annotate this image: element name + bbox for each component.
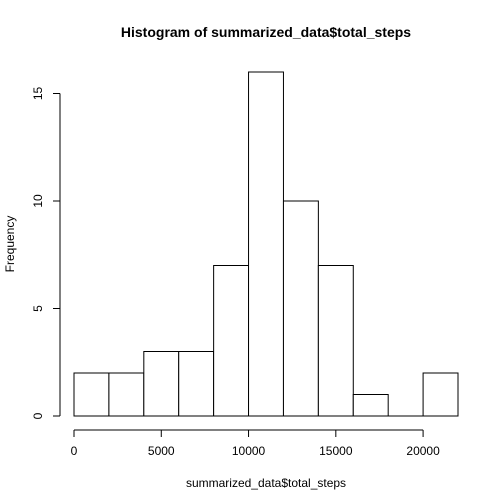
- histogram-bar: [422, 372, 459, 417]
- x-tick-label: 20000: [406, 444, 440, 458]
- x-tick-label: 15000: [319, 444, 353, 458]
- histogram-bar: [178, 351, 215, 417]
- y-tick-label: 15: [31, 87, 45, 101]
- y-tick-label: 0: [31, 412, 45, 419]
- y-axis-label: Frequency: [3, 216, 17, 273]
- histogram-bar: [73, 372, 110, 417]
- x-axis-label: summarized_data$total_steps: [186, 476, 346, 490]
- y-axis: 0 5 10 15: [31, 87, 61, 419]
- histogram-bar: [248, 71, 284, 417]
- x-axis: 0 5000 10000 15000 20000: [71, 429, 440, 458]
- x-tick-label: 10000: [232, 444, 266, 458]
- histogram-bar: [282, 200, 319, 417]
- histogram-bar: [108, 372, 145, 417]
- chart-title: Histogram of summarized_data$total_steps: [121, 24, 411, 40]
- histogram-bar: [143, 351, 180, 417]
- y-tick-label: 10: [31, 194, 45, 208]
- bars-group: [73, 71, 459, 417]
- y-tick-label: 5: [31, 305, 45, 312]
- x-tick-label: 5000: [148, 444, 175, 458]
- histogram-bar: [213, 265, 250, 417]
- x-tick-label: 0: [71, 444, 78, 458]
- histogram-bar: [352, 394, 389, 417]
- histogram-bar: [317, 265, 354, 417]
